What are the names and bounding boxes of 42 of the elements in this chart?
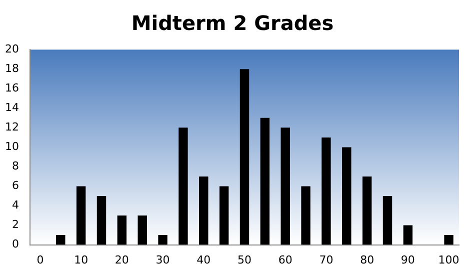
bar <box>301 186 310 245</box>
y-tick-label: 14 <box>4 101 19 114</box>
y-tick-label: 16 <box>4 82 19 94</box>
y-tick-label: 2 <box>12 218 19 232</box>
bar <box>444 235 454 245</box>
y-tick-label: 18 <box>4 62 19 75</box>
x-tick-label: 10 <box>74 253 88 266</box>
y-tick-label: 12 <box>4 120 19 134</box>
bar <box>76 186 86 245</box>
y-tick-label: 8 <box>12 160 19 173</box>
y-tick-label: 0 <box>12 238 19 251</box>
x-tick-label: 30 <box>156 253 170 266</box>
y-tick-label: 20 <box>4 42 19 56</box>
bar <box>158 235 168 245</box>
bar <box>240 69 250 245</box>
bar <box>138 216 147 245</box>
bar <box>199 176 208 245</box>
bar <box>280 128 290 245</box>
y-tick-label: 4 <box>12 198 19 212</box>
bar <box>362 176 372 245</box>
bar <box>382 196 392 245</box>
x-tick-label: 20 <box>114 253 129 266</box>
chart-title: Midterm 2 Grades <box>130 10 335 37</box>
x-tick-label: 80 <box>360 253 374 266</box>
bar <box>117 216 127 245</box>
bar <box>96 196 106 245</box>
y-tick-label: 6 <box>12 179 19 192</box>
bar <box>403 225 413 245</box>
bar <box>178 128 188 245</box>
x-tick-label: 70 <box>319 253 334 266</box>
x-tick-label: 90 <box>400 253 415 266</box>
x-tick-label: 40 <box>196 253 211 266</box>
bar <box>260 118 270 245</box>
x-tick-label: 50 <box>238 253 252 266</box>
y-tick-label: 10 <box>4 140 19 154</box>
x-tick-label: 60 <box>278 253 292 266</box>
bar <box>56 235 66 245</box>
bar <box>342 147 352 245</box>
bar <box>219 186 229 245</box>
bar <box>322 137 331 245</box>
x-tick-label: 0 <box>36 253 44 266</box>
x-tick-label: 100 <box>438 253 460 266</box>
